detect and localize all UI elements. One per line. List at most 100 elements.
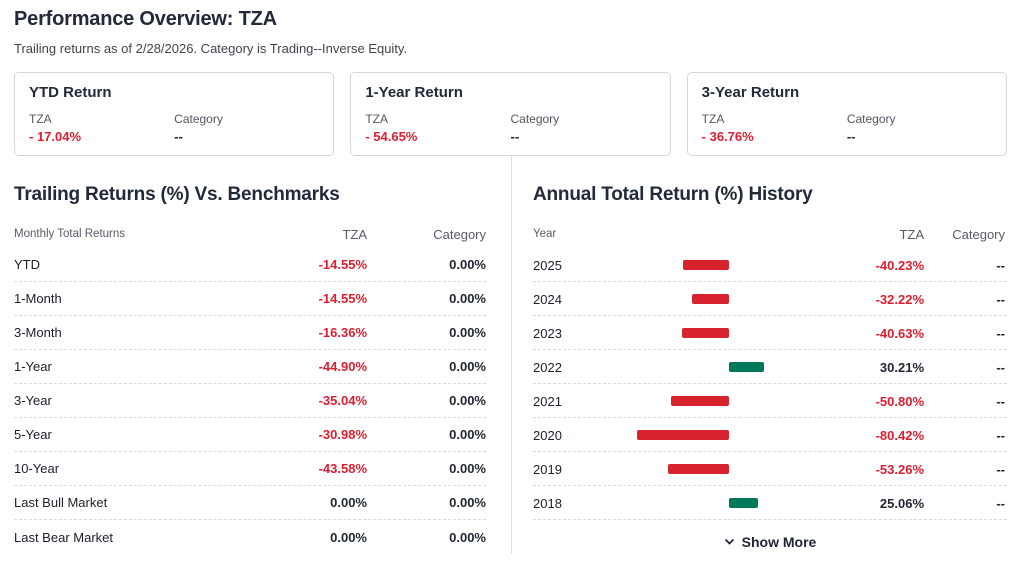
negative-return-bar: [667, 464, 729, 474]
category-value: --: [996, 427, 1005, 443]
fund-value: - 17.04%: [29, 129, 82, 144]
year-label: 2024: [533, 291, 562, 307]
tza-value: -35.04%: [318, 393, 367, 408]
category-value: --: [996, 291, 1005, 307]
show-more-button[interactable]: Show More: [724, 533, 817, 550]
tza-value: -40.23%: [875, 257, 924, 273]
bar-cell: [583, 384, 844, 418]
fund-label: TZA: [29, 112, 52, 126]
column-header-tza: TZA: [342, 226, 367, 242]
category-label: Category: [510, 112, 560, 126]
tza-value: -14.55%: [318, 257, 367, 272]
tza-value: 30.21%: [879, 359, 924, 375]
year-label: 2023: [533, 325, 562, 341]
category-value: --: [996, 393, 1005, 409]
negative-return-bar: [682, 260, 729, 270]
fund-label: TZA: [365, 112, 388, 126]
category-value: --: [996, 325, 1005, 341]
negative-return-bar: [636, 430, 729, 440]
category-value: 0.00%: [449, 461, 486, 476]
tza-value: -16.36%: [318, 325, 367, 340]
bar-cell: [583, 452, 844, 486]
column-header-category: Category: [433, 226, 486, 242]
trailing-row: 1-Year -44.90% 0.00%: [14, 350, 486, 384]
category-value: --: [996, 257, 1005, 273]
category-value: 0.00%: [449, 359, 486, 374]
row-label: 10-Year: [14, 461, 60, 476]
bar-cell: [583, 486, 844, 520]
positive-return-bar: [729, 362, 764, 372]
negative-return-bar: [691, 294, 729, 304]
card-title: 1-Year Return: [365, 84, 463, 101]
tza-value: -53.26%: [875, 461, 924, 477]
tza-value: -43.58%: [318, 461, 367, 476]
show-more-label: Show More: [741, 533, 817, 550]
annual-row: 2023 -40.63% --: [533, 316, 1007, 350]
category-value: --: [996, 495, 1005, 511]
bar-cell: [583, 248, 844, 282]
annual-history-table: 2025 -40.23% -- 2024 -32.22% -- 2023 -40.63% -- 2…: [533, 248, 1007, 520]
annual-row: 2018 25.06% --: [533, 486, 1007, 520]
bar-cell: [583, 282, 844, 316]
tza-value: -50.80%: [875, 393, 924, 409]
annual-row: 2019 -53.26% --: [533, 452, 1007, 486]
bar-cell: [583, 350, 844, 384]
row-label: Last Bull Market: [14, 495, 108, 510]
tza-value: -32.22%: [875, 291, 924, 307]
fund-label: TZA: [701, 112, 725, 126]
positive-return-bar: [729, 498, 758, 508]
row-label: 3-Month: [14, 325, 62, 340]
category-value: 0.00%: [449, 291, 486, 306]
chevron-down-icon: [724, 538, 734, 545]
category-value: 0.00%: [449, 325, 486, 340]
row-label: 5-Year: [14, 427, 52, 442]
show-more-row: Show More: [533, 532, 1007, 550]
trailing-returns-header: Monthly Total Returns TZA Category: [14, 220, 486, 248]
annual-row: 2022 30.21% --: [533, 350, 1007, 384]
category-value: 0.00%: [449, 427, 486, 442]
annual-history-header: Year TZA Category: [533, 220, 1007, 248]
annual-history-title: Annual Total Return (%) History: [533, 184, 813, 205]
fund-value: - 54.65%: [365, 129, 418, 144]
trailing-row: Last Bear Market 0.00% 0.00%: [14, 520, 486, 554]
row-label: 3-Year: [14, 393, 52, 408]
fund-value: - 36.76%: [701, 129, 754, 144]
category-value: --: [996, 461, 1005, 477]
row-label: Last Bear Market: [14, 529, 113, 545]
category-label: Category: [846, 112, 896, 126]
trailing-returns-table: YTD -14.55% 0.00% 1-Month -14.55% 0.00% 3-Mont…: [14, 248, 486, 554]
trailing-row: 3-Month -16.36% 0.00%: [14, 316, 486, 350]
row-label: YTD: [14, 257, 40, 272]
trailing-row: Last Bull Market 0.00% 0.00%: [14, 486, 486, 520]
category-value: --: [996, 359, 1005, 375]
year-label: 2018: [533, 495, 562, 511]
category-label: Category: [174, 112, 223, 126]
category-value: 0.00%: [449, 495, 486, 510]
tza-value: 0.00%: [330, 529, 367, 545]
negative-return-bar: [670, 396, 729, 406]
summary-cards: YTD Return TZA - 17.04% Category -- 1-Year Re…: [14, 72, 1007, 156]
negative-return-bar: [682, 328, 729, 338]
trailing-row: 10-Year -43.58% 0.00%: [14, 452, 486, 486]
tza-value: -40.63%: [875, 325, 924, 341]
column-header-tza: TZA: [899, 226, 924, 242]
category-value: --: [510, 129, 520, 144]
bar-cell: [583, 316, 844, 350]
tza-value: 0.00%: [330, 495, 367, 510]
main-panels: Trailing Returns (%) Vs. Benchmarks Mont…: [14, 156, 1007, 554]
year-label: 2020: [533, 427, 562, 443]
row-label: 1-Year: [14, 359, 52, 374]
year-label: 2021: [533, 393, 562, 409]
annual-row: 2021 -50.80% --: [533, 384, 1007, 418]
trailing-returns-title: Trailing Returns (%) Vs. Benchmarks: [14, 184, 340, 205]
trailing-row: 3-Year -35.04% 0.00%: [14, 384, 486, 418]
year-label: 2025: [533, 257, 562, 273]
tza-value: -80.42%: [875, 427, 924, 443]
tza-value: -30.98%: [318, 427, 367, 442]
row-label: 1-Month: [14, 291, 62, 306]
tza-value: -14.55%: [318, 291, 367, 306]
tza-value: -44.90%: [318, 359, 367, 374]
page-title: Performance Overview: TZA: [14, 8, 277, 30]
category-value: 0.00%: [449, 257, 486, 272]
summary-card: 3-Year Return TZA - 36.76% Category --: [686, 72, 1007, 156]
